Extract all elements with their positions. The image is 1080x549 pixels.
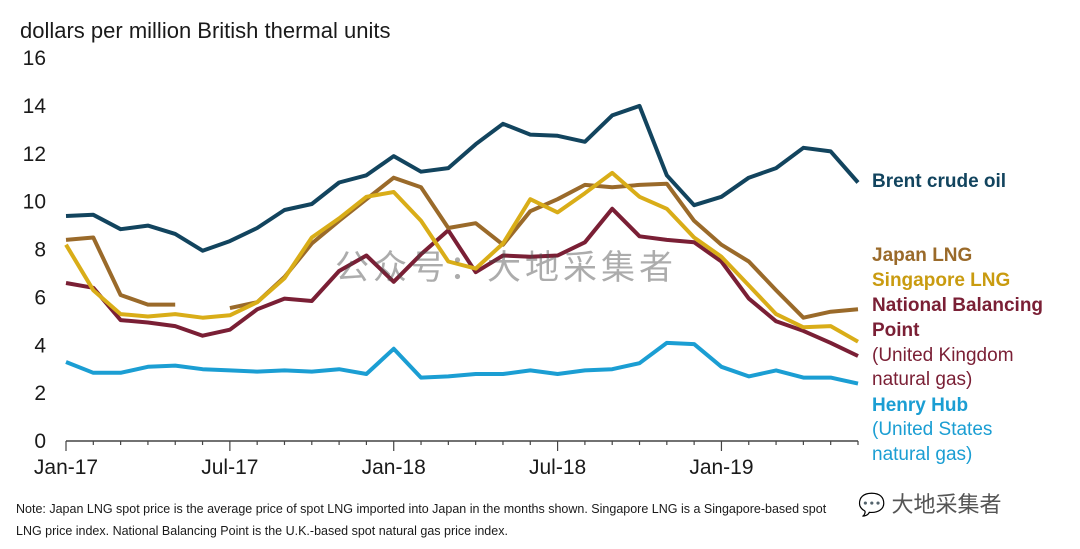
y-axis-label: dollars per million British thermal unit… [20,18,391,43]
series-line-brent-crude-oil [65,103,860,253]
series-line-national-balancing-point [65,206,859,358]
legend-singapore-lng: Singapore LNG [872,270,1011,291]
series-line-singapore-lng [64,170,859,344]
watermark-logo: 💬 大地采集者 [858,487,1002,519]
legend-hh-sub1: (United States [872,419,993,440]
legend-brent: Brent crude oil [872,171,1007,192]
y-tick-label: 2 [34,382,46,405]
y-tick-label: 14 [23,95,47,118]
legend-henry-hub: Henry Hub [872,395,969,416]
note-line-2: LNG price index. National Balancing Poin… [16,524,508,538]
series-line-henry-hub [65,340,859,386]
y-tick-label: 16 [23,47,46,70]
chart-note: Note: Japan LNG spot price is the averag… [16,498,976,542]
x-tick-label: Jul-17 [201,456,258,479]
legend-nbp: National Balancing [872,295,1044,316]
x-tick-label: Jan-18 [362,456,426,479]
y-tick-label: 0 [34,430,46,453]
y-tick-label: 4 [34,334,46,357]
y-tick-label: 6 [34,286,46,309]
legend-japan-lng: Japan LNG [872,245,973,266]
x-tick-label: Jan-19 [689,456,753,479]
watermark-logo-text: 大地采集者 [891,492,1002,517]
x-tick-label: Jan-17 [34,456,98,479]
x-tick-label: Jul-18 [529,456,586,479]
watermark-text: 公众号：大地采集者 [335,248,677,288]
note-line-1: Note: Japan LNG spot price is the averag… [16,502,827,516]
legend-nbp-sub2: natural gas) [872,369,973,390]
chat-icon: 💬 [858,492,886,517]
y-tick-label: 10 [23,191,46,214]
legend-nbp-point: Point [872,320,920,341]
legend-nbp-sub1: (United Kingdom [872,345,1014,366]
y-tick-label: 8 [34,239,46,262]
y-tick-label: 12 [23,143,46,166]
legend-hh-sub2: natural gas) [872,444,973,465]
